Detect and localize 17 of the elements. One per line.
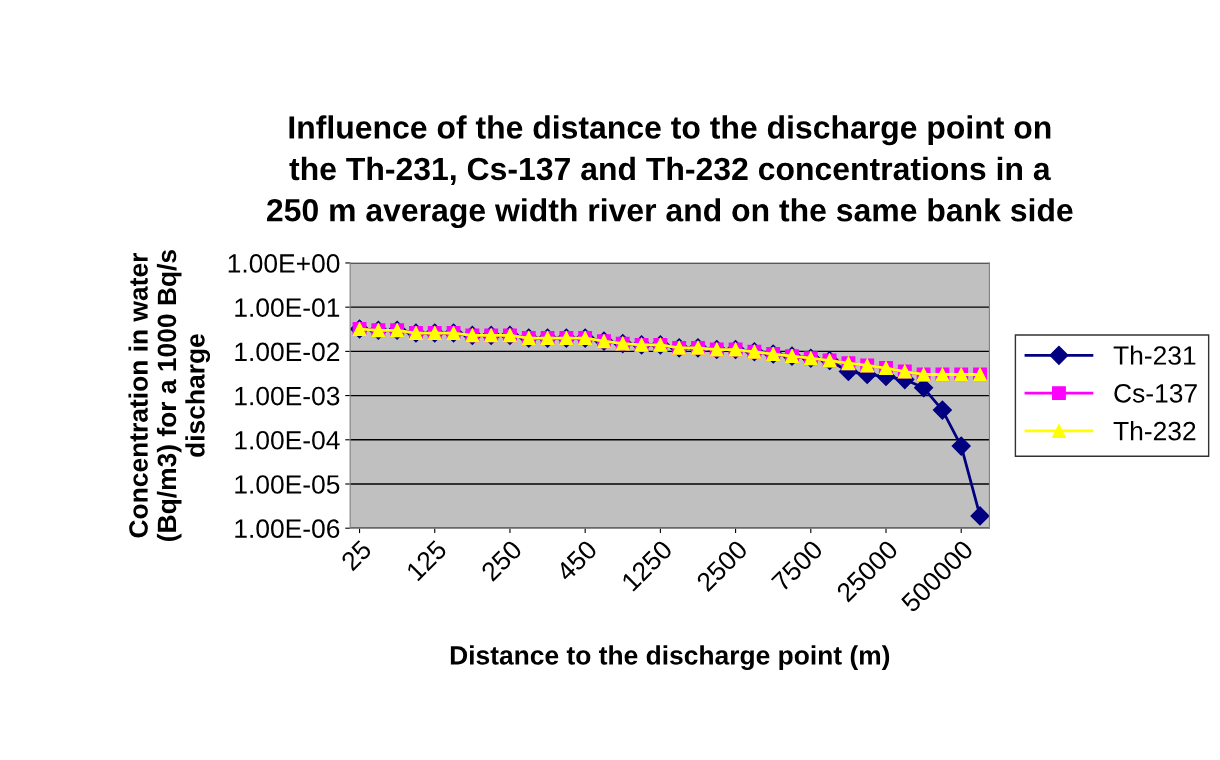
y-tick-label: 1.00E-02 [235,342,340,362]
chart-title: Influence of the distance to the discharge point on the Th-231, Cs-137 and Th-232 concentrations in a 250 m average width river and on the same bank side [267,115,1073,229]
x-axis-title: Distance to the discharge point (m) [450,645,890,671]
y-axis-title: Concentration in water (Bq/m3) for a 1000 Bq/s discharge [128,250,211,541]
x-tick-label: 25 [340,539,373,572]
x-tick-label: 125 [405,539,448,582]
x-tick-label: 250 [480,539,523,582]
y-tick-label: 1.00E-05 [235,475,340,494]
y-tick-label: 1.00E-01 [235,298,340,317]
y-tick-label: 1.00E-04 [235,430,340,450]
legend-label: Th-232 [1113,421,1196,441]
legend-label: Th-231 [1113,345,1196,365]
y-tick-label: 1.00E-03 [235,386,340,406]
y-tick-label: 1.00E-06 [235,519,340,539]
y-tick-label: 1.00E+00 [228,254,340,273]
x-tick-label: 450 [554,539,599,583]
legend-label: Cs-137 [1114,383,1197,403]
